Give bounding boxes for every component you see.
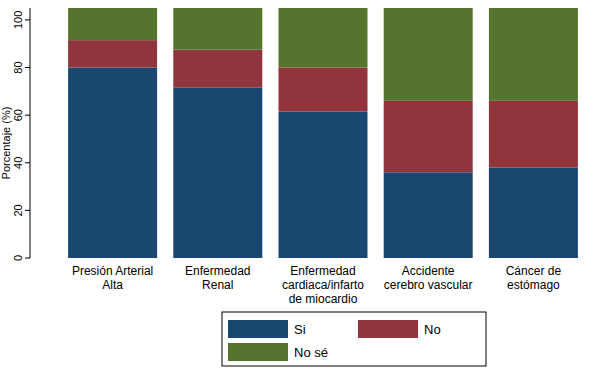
x-tick-label: Cáncer deestómago: [506, 264, 562, 292]
bar-segment: [68, 68, 157, 258]
y-tick-label: 60: [12, 109, 24, 121]
y-tick-label: 0: [12, 255, 24, 261]
y-tick-label: 40: [12, 157, 24, 169]
x-tick-label: Enfermedadcardiaca/infartode miocardio: [282, 264, 364, 306]
bar-segment: [173, 88, 262, 258]
bar-segment: [279, 68, 368, 112]
bar-segment: [173, 50, 262, 88]
bar-segment: [489, 168, 578, 258]
x-tick-label-line: Alta: [102, 278, 123, 292]
chart-svg: 0 20 40 60 80 100 Porcentaje (%) Presión Arteri…: [0, 0, 602, 379]
x-tick-label: EnfermedadRenal: [185, 264, 250, 292]
x-tick-label-line: de miocardio: [289, 292, 358, 306]
x-tick-label-line: Accidente: [402, 264, 455, 278]
x-tick-label-line: Cáncer de: [506, 264, 562, 278]
y-tick: [25, 115, 30, 116]
x-tick-label-line: estómago: [507, 278, 560, 292]
bar-segment: [384, 101, 473, 172]
y-axis-line: [30, 8, 31, 258]
y-tick-label: 20: [12, 204, 24, 216]
y-tick-label: 80: [12, 61, 24, 73]
x-tick-label: Accidentecerebro vascular: [384, 264, 473, 292]
y-tick: [25, 210, 30, 211]
y-tick: [25, 258, 30, 259]
x-tick-label-line: cardiaca/infarto: [282, 278, 364, 292]
bar-segment: [279, 8, 368, 68]
y-tick: [25, 19, 30, 20]
bar-segment: [68, 40, 157, 67]
bar-segment: [489, 8, 578, 101]
y-axis-title: Porcentaje (%): [0, 107, 12, 180]
legend-label: No: [424, 322, 441, 337]
legend-label: No sé: [294, 345, 328, 360]
x-tick-label-line: Presión Arterial: [72, 264, 153, 278]
x-tick-label-line: Enfermedad: [185, 264, 250, 278]
bar-segment: [384, 8, 473, 101]
x-tick-label: Presión ArterialAlta: [72, 264, 153, 292]
bar-segment: [279, 112, 368, 258]
bars: [68, 8, 578, 258]
legend-swatch: [228, 343, 288, 361]
legend-box: [222, 312, 486, 366]
x-tick-label-line: Renal: [202, 278, 233, 292]
y-tick-label: 100: [12, 11, 24, 29]
x-tick-label-line: cerebro vascular: [384, 278, 473, 292]
legend-swatch: [228, 320, 288, 338]
legend-label: Si: [294, 322, 306, 337]
x-tick-label-line: Enfermedad: [290, 264, 355, 278]
y-tick: [25, 67, 30, 68]
legend-swatch: [358, 320, 418, 338]
bar-segment: [68, 8, 157, 40]
bar-segment: [173, 8, 262, 50]
bar-segment: [489, 101, 578, 168]
chart-container: 0 20 40 60 80 100 Porcentaje (%) Presión Arteri…: [0, 0, 602, 379]
y-tick: [25, 162, 30, 163]
bar-segment: [384, 172, 473, 258]
